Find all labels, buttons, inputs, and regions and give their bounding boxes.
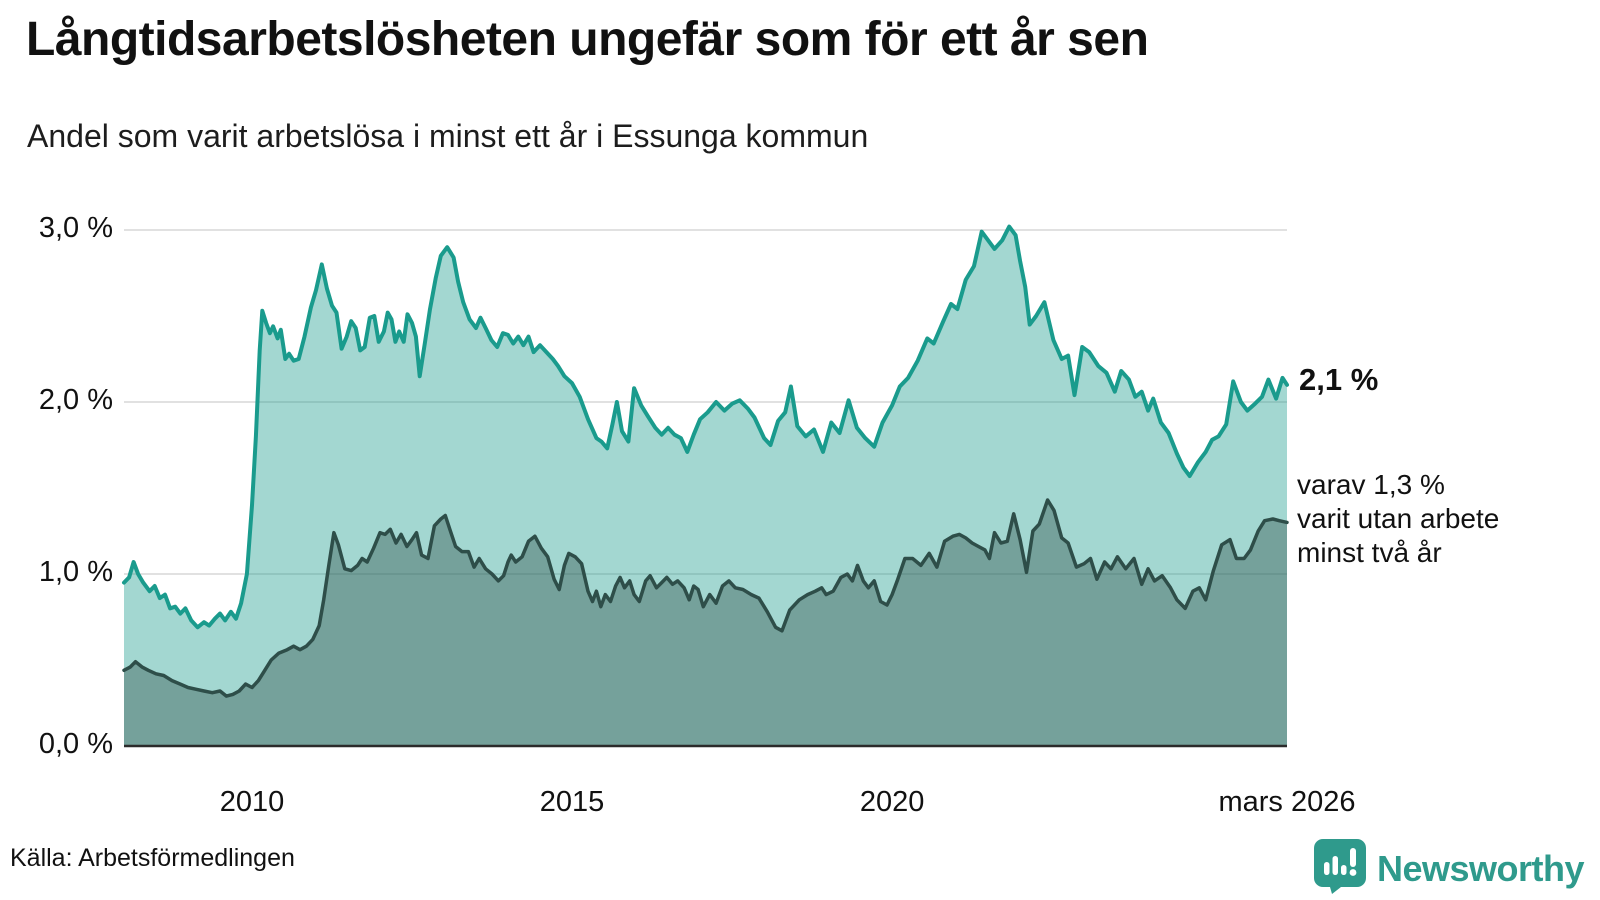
- source-note: Källa: Arbetsförmedlingen: [10, 844, 295, 872]
- area-one-year: [124, 226, 1287, 747]
- line-two-year: [122, 498, 1289, 698]
- x-axis-label: 2020: [859, 786, 925, 818]
- line-one-year: [122, 224, 1289, 630]
- y-axis-label: 3,0 %: [38, 212, 113, 244]
- y-axis-label: 2,0 %: [38, 384, 113, 416]
- y-axis-label: 0,0 %: [38, 728, 113, 760]
- x-axis-label: 2010: [219, 786, 285, 818]
- newsworthy-logo-text: Newsworthy: [1376, 847, 1585, 889]
- page-title: Långtidsarbetslösheten ungefär som för e…: [26, 13, 1149, 66]
- latest-value-annotation: 2,1 %: [1299, 362, 1379, 397]
- newsworthy-logo-icon: [1313, 838, 1367, 899]
- chart-subtitle: Andel som varit arbetslösa i minst ett å…: [27, 118, 869, 154]
- y-axis-label: 1,0 %: [38, 556, 113, 588]
- area-two-year: [124, 500, 1287, 746]
- x-axis-label: mars 2026: [1218, 786, 1356, 818]
- newsworthy-logo: Newsworthy: [1313, 838, 1585, 899]
- two-year-value-annotation: varav 1,3 % varit utan arbete minst två …: [1297, 469, 1500, 568]
- x-axis-label: 2015: [539, 786, 605, 818]
